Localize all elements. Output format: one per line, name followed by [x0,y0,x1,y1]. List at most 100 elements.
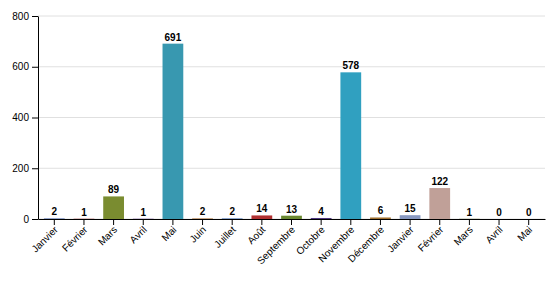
x-tick-label: Juin [187,224,208,245]
x-tick: Mai [159,219,178,243]
x-tick-mark [261,219,262,225]
x-tick: Juin [187,219,208,245]
grid-line [38,16,545,17]
x-tick-mark [113,219,114,225]
x-tick-label: Janvier [385,223,416,254]
grid-line [38,66,545,67]
y-tick-label: 0 [23,214,29,225]
bar [370,217,391,219]
data-label: 1 [81,207,87,218]
bar [222,218,243,219]
y-tick-label: 400 [12,112,29,123]
y-tick-mark [32,16,38,17]
y-tick-label: 200 [12,163,29,174]
y-tick: 600 [12,61,38,72]
chart: JanvierFévrierMarsAvrilMaiJuinJuilletAoû… [0,0,555,283]
x-tick-mark [499,219,500,225]
x-tick-mark [410,219,411,225]
data-label: 578 [342,60,359,71]
y-axis-line [38,17,39,220]
x-tick-label: Mai [515,224,534,243]
bar [340,72,361,219]
x-tick: Janvier [385,219,416,255]
x-tick-mark [469,219,470,225]
data-label: 1 [140,207,146,218]
x-tick-mark [380,219,381,225]
y-tick-mark [32,168,38,169]
bar [489,219,510,220]
x-tick: Juillet [212,219,238,250]
bar [281,216,302,219]
x-tick-mark [528,219,529,225]
y-tick-mark [32,219,38,220]
grid-line [38,117,545,118]
data-label: 89 [108,184,120,195]
x-tick: Avril [128,219,149,245]
y-axis: 0 200 400 600 800 [12,11,38,225]
x-tick-mark [232,219,233,225]
x-tick-label: Septembre [255,224,298,267]
data-label: 15 [405,203,417,214]
data-label: 14 [256,203,268,214]
bars [44,44,480,219]
y-tick: 200 [12,163,38,174]
data-label: 122 [431,176,448,187]
bar [251,215,272,219]
x-tick-label: Décembre [346,224,387,265]
x-tick: Décembre [346,219,387,264]
y-tick: 0 [23,214,38,225]
x-axis: JanvierFévrierMarsAvrilMaiJuinJuilletAoû… [29,219,545,266]
bar [311,218,332,219]
x-tick-label: Août [245,224,267,246]
x-tick: Avril [483,219,504,245]
data-label: 2 [229,206,235,217]
x-tick: Janvier [29,219,60,255]
data-label: 1 [467,207,473,218]
data-label: 2 [200,206,206,217]
y-tick: 400 [12,112,38,123]
y-tick-mark [32,67,38,68]
x-tick: Août [245,219,267,246]
bar [400,215,421,219]
y-tick-label: 800 [12,11,29,22]
plot: JanvierFévrierMarsAvrilMaiJuinJuilletAoû… [12,11,545,267]
x-tick-label: Mars [452,224,476,248]
y-tick-label: 600 [12,61,29,72]
bar [44,218,65,219]
bar [518,219,539,220]
data-label: 4 [318,206,324,217]
x-tick-label: Mars [96,224,120,248]
x-tick-label: Juillet [212,224,238,250]
bar [163,44,184,219]
x-tick-mark [202,219,203,225]
data-label: 13 [286,204,298,215]
x-tick-mark [321,219,322,225]
x-tick: Février [416,219,446,254]
x-tick-mark [172,219,173,225]
x-tick-label: Février [416,223,446,253]
data-label: 691 [165,32,182,43]
data-labels: 218916912214134578615122100 [52,32,532,218]
y-tick-mark [32,118,38,119]
bar [103,196,124,219]
bar [429,188,450,219]
x-tick-label: Mai [159,224,178,243]
x-tick-mark [439,219,440,225]
data-label: 2 [52,206,58,217]
x-tick: Février [60,219,90,254]
data-label: 6 [378,205,384,216]
x-tick: Mai [515,219,534,243]
x-tick: Septembre [255,219,298,266]
bar [74,218,95,219]
bar [192,218,213,219]
x-tick-mark [54,219,55,225]
x-tick-label: Avril [128,224,149,245]
x-tick-label: Janvier [29,223,60,254]
y-tick: 800 [12,11,38,22]
x-tick-mark [143,219,144,225]
data-label: 0 [526,207,532,218]
grid-line [38,168,545,169]
x-tick: Mars [96,219,120,247]
x-tick-mark [291,219,292,225]
bar [459,218,480,219]
